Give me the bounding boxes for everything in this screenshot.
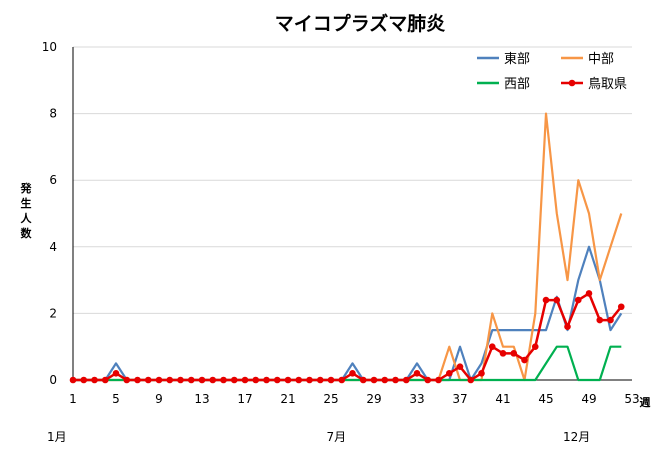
data-point	[510, 350, 518, 357]
x-tick-label: 53	[624, 392, 639, 406]
chart-title: マイコプラズマ肺炎	[275, 12, 446, 35]
data-point	[112, 370, 120, 377]
data-point	[435, 376, 442, 384]
data-point	[134, 376, 141, 384]
data-point	[230, 376, 238, 384]
x-tick-label: 45	[538, 392, 553, 406]
data-point	[338, 376, 346, 384]
y-tick-label: 10	[42, 40, 57, 54]
y-tick-label: 6	[49, 173, 57, 187]
data-point	[564, 323, 571, 331]
x-tick-label: 5	[112, 392, 120, 406]
x-tick-label: 41	[495, 392, 510, 406]
data-point	[101, 376, 109, 384]
data-point	[488, 343, 496, 351]
data-point	[370, 376, 378, 384]
y-tick-label: 2	[49, 306, 57, 320]
series-lines	[69, 112, 625, 384]
y-tick-label: 0	[49, 373, 57, 387]
data-point	[295, 376, 303, 384]
data-point	[467, 376, 475, 384]
x-tick-label: 1	[69, 392, 77, 406]
data-point	[585, 290, 593, 297]
data-point	[252, 376, 260, 384]
data-point	[531, 343, 539, 351]
legend-marker	[568, 79, 576, 87]
data-point	[273, 376, 281, 384]
series-line-2	[73, 345, 622, 382]
data-point	[263, 376, 270, 384]
y-axis-label: 発生人数	[20, 181, 33, 240]
data-point	[80, 376, 88, 384]
series-line-3	[73, 292, 623, 382]
data-point	[413, 370, 421, 377]
data-point	[596, 316, 604, 324]
data-point	[316, 376, 324, 384]
legend-label: 鳥取県	[588, 77, 627, 92]
month-label: 12月	[563, 430, 590, 444]
data-point	[144, 376, 152, 384]
x-tick-label: 9	[155, 392, 163, 406]
data-point	[424, 376, 432, 384]
data-point	[69, 376, 77, 384]
data-point	[521, 356, 528, 364]
data-point	[574, 296, 582, 304]
data-point	[123, 376, 131, 384]
gridlines	[73, 46, 632, 314]
month-label: 7月	[327, 430, 347, 444]
data-point	[359, 376, 367, 384]
x-tick-label: 21	[280, 392, 295, 406]
data-point	[209, 376, 217, 384]
data-point	[241, 376, 249, 384]
data-point	[306, 376, 313, 384]
data-point	[392, 376, 399, 384]
x-tick-label: 37	[452, 392, 467, 406]
legend-label: 東部	[504, 51, 530, 67]
x-tick-label: 13	[194, 392, 209, 406]
data-point	[542, 296, 550, 304]
x-tick-label: 49	[581, 392, 596, 406]
data-point	[166, 376, 174, 384]
data-point	[499, 350, 507, 357]
data-point	[284, 376, 292, 384]
month-label: 1月	[47, 430, 67, 444]
y-tick-label: 8	[49, 107, 57, 121]
data-point	[177, 376, 184, 384]
data-point	[478, 370, 485, 377]
data-point	[445, 370, 453, 377]
data-point	[187, 376, 195, 384]
x-tick-label: 25	[323, 392, 338, 406]
data-point	[553, 296, 561, 304]
data-point	[327, 376, 335, 384]
data-point	[617, 303, 625, 311]
data-point	[155, 376, 163, 384]
x-axis-label: 週	[640, 395, 651, 409]
legend-label: 西部	[504, 77, 530, 92]
data-point	[220, 376, 227, 384]
x-tick-label: 17	[237, 392, 252, 406]
data-point	[607, 316, 614, 324]
data-point	[402, 376, 410, 384]
data-point	[381, 376, 389, 384]
axes: 0 2 4 6 8 10 1 5 9 13 17 21 25 29 33 37 41 45 49 53 1月 7月 12月 発…	[20, 40, 651, 444]
data-point	[349, 370, 356, 377]
x-tick-label: 33	[409, 392, 424, 406]
data-point	[91, 376, 98, 384]
data-point	[198, 376, 206, 384]
y-tick-label: 4	[49, 240, 57, 254]
data-point	[456, 363, 464, 370]
legend-label: 中部	[588, 52, 614, 67]
x-tick-label: 29	[366, 392, 381, 406]
